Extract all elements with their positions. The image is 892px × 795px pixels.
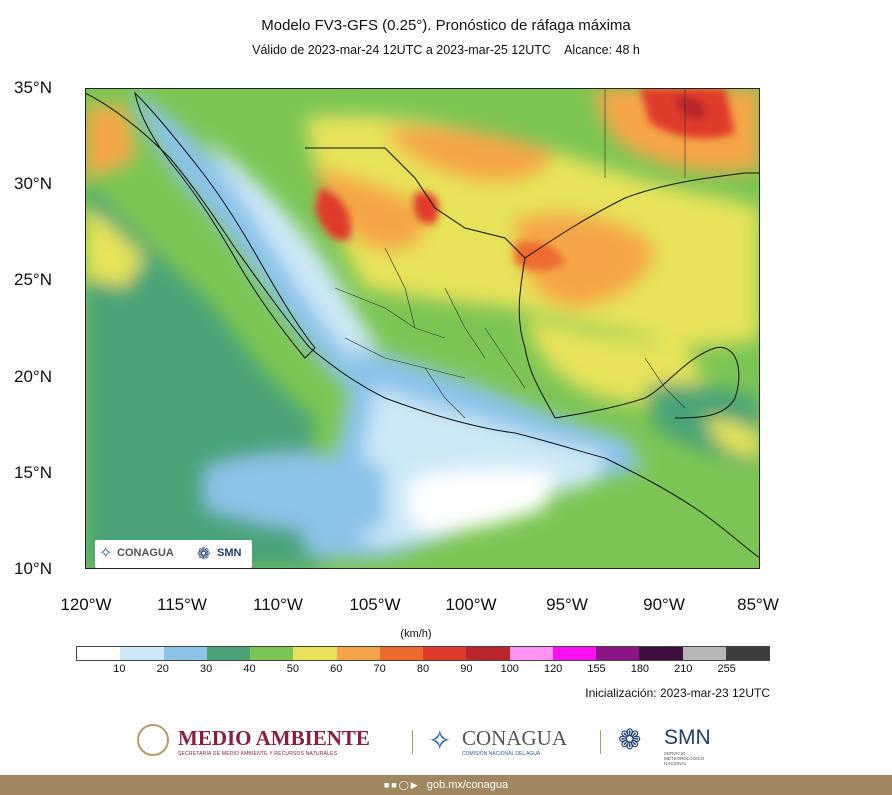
colorbar-tick-label: 30 (200, 663, 213, 675)
lat-label: 15°N (14, 463, 52, 482)
wind-gust-map (85, 88, 760, 569)
calm-zone (408, 469, 555, 533)
colorbar-tick-label: 90 (460, 663, 473, 675)
colorbar-tick-label: 10 (113, 663, 126, 675)
conagua-icon: ✧ (428, 725, 452, 756)
lon-label: 100°W (445, 595, 497, 614)
lon-label: 120°W (60, 595, 112, 614)
colorbar-segment (120, 647, 164, 660)
sonora-red (315, 188, 351, 241)
colorbar-segment (423, 647, 467, 660)
lat-label: 30°N (14, 174, 52, 193)
lat-label: 20°N (14, 367, 52, 386)
footer-bar: ■■◯▶ gob.mx/conagua (0, 775, 892, 795)
colorbar-segment (725, 647, 769, 660)
map-logo-badge: ✧ CONAGUA ❁ SMN (95, 540, 252, 568)
colorbar (76, 646, 770, 661)
colorbar-tick-label: 180 (630, 663, 650, 675)
colorbar-segment (466, 647, 510, 660)
colorbar-segment (163, 647, 207, 660)
conagua-logo: CONAGUA (462, 726, 567, 750)
lon-label: 85°W (737, 595, 779, 614)
colorbar-tick-label: 210 (674, 663, 693, 675)
divider (412, 730, 413, 754)
lon-label: 110°W (253, 595, 303, 614)
colorbar-segment (379, 647, 423, 660)
colorbar-segment (596, 647, 640, 660)
state-borders (334, 88, 686, 419)
smn-icon: ❁ (618, 724, 642, 755)
colorbar-segment (552, 647, 596, 660)
badge-conagua-label: CONAGUA (117, 547, 174, 559)
lon-label: 115°W (157, 595, 207, 614)
smn-logo: SMN (664, 726, 711, 749)
colorbar-tick-label: 40 (243, 663, 256, 675)
colorbar-tick-label: 80 (416, 663, 430, 675)
colorbar-tick-label: 155 (587, 663, 606, 675)
colorbar-tick-label: 120 (543, 663, 563, 675)
colorbar-segment (250, 647, 294, 660)
colorbar-tick-label: 20 (156, 663, 169, 675)
initialization-text: Inicialización: 2023-mar-23 12UTC (585, 686, 770, 700)
colorbar-segment (682, 647, 726, 660)
medio-ambiente-logo: MEDIO AMBIENTE (178, 726, 370, 750)
texas-orange (515, 213, 655, 308)
colorbar-segment (293, 647, 337, 660)
badge-smn-label: SMN (217, 547, 242, 559)
medio-ambiente-subtitle: SECRETARÍA DE MEDIO AMBIENTE Y RECURSOS … (178, 751, 338, 757)
conagua-subtitle: COMISIÓN NACIONAL DEL AGUA (462, 751, 541, 757)
divider (600, 730, 601, 754)
logo-bar: MEDIO AMBIENTE SECRETARÍA DE MEDIO AMBIE… (0, 720, 892, 770)
colorbar-segment (206, 647, 250, 660)
smn-subtitle: SERVICIO METEOROLÓGICO NACIONAL (664, 751, 705, 766)
coastlines (85, 91, 760, 559)
map-title: Modelo FV3-GFS (0.25°). Pronóstico de rá… (261, 17, 631, 34)
footer-link[interactable]: gob.mx/conagua (426, 779, 509, 791)
colorbar-segment (336, 647, 380, 660)
lat-label: 10°N (14, 559, 52, 578)
colorbar-segment (77, 647, 121, 660)
social-icons[interactable]: ■■◯▶ (383, 780, 420, 790)
colorbar-tick-label: 50 (286, 663, 299, 675)
colorbar-segment (509, 647, 553, 660)
colorbar-tick-label: 60 (330, 663, 343, 675)
colorbar-tick-label: 255 (717, 663, 736, 675)
lat-label: 35°N (14, 78, 52, 97)
colorbar-tick-label: 100 (500, 663, 519, 675)
lon-label: 90°W (643, 595, 685, 614)
colorbar-units: (km/h) (400, 628, 432, 640)
lon-label: 105°W (349, 595, 401, 614)
conagua-badge-icon: ✧ (99, 545, 113, 562)
lat-label: 25°N (14, 270, 52, 289)
colorbar-tick-label: 70 (373, 663, 386, 675)
smn-badge-icon: ❁ (197, 546, 211, 563)
map-subtitle: Válido de 2023-mar-24 12UTC a 2023-mar-2… (252, 43, 640, 57)
seal-icon (137, 724, 169, 756)
colorbar-segment (639, 647, 683, 660)
lon-label: 95°W (546, 595, 588, 614)
